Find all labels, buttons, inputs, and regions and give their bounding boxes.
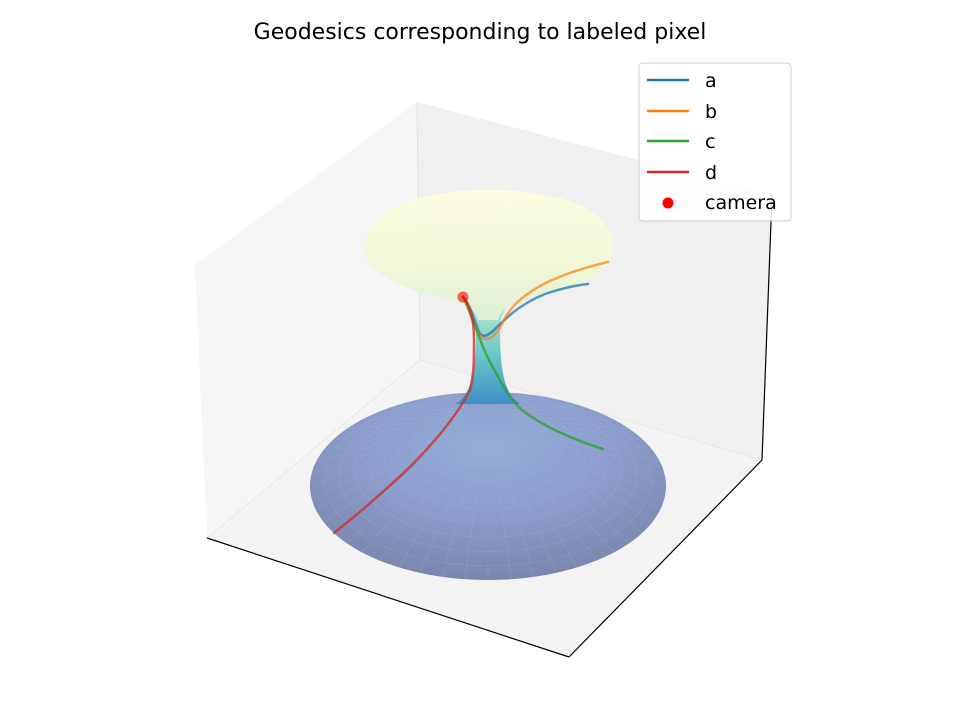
disk-mesh-radial — [513, 431, 643, 534]
legend-entry-a: a — [647, 70, 717, 92]
legend-entry-camera: camera — [662, 192, 777, 214]
disk-mesh-radial — [506, 411, 597, 417]
geodesic-a — [461, 282, 590, 337]
legend-entry-b: b — [647, 101, 717, 123]
legend-label-b: b — [705, 101, 717, 123]
legend-label-c: c — [705, 131, 715, 153]
legend-entry-d: d — [647, 162, 717, 184]
surface-top-funnel — [365, 190, 613, 320]
y-axis-line — [568, 459, 763, 658]
surface-throat — [455, 302, 521, 404]
surface-bottom-disk — [309, 392, 667, 580]
chart-title: Geodesics corresponding to labeled pixel — [254, 20, 707, 45]
disk-mesh-ring — [428, 409, 548, 467]
disk-mesh-radial — [441, 437, 481, 577]
disk-mesh-radial — [315, 428, 460, 511]
disk-mesh-radial — [333, 419, 463, 440]
disk-mesh-radial — [513, 419, 643, 440]
disk-mesh-radial — [491, 437, 512, 580]
disk-mesh-radial — [323, 430, 461, 523]
geodesic-d — [332, 295, 476, 535]
disk-mesh-radial — [516, 422, 661, 462]
legend-label-camera: camera — [705, 192, 777, 214]
disk-mesh-radial — [419, 398, 477, 416]
disk-mesh-radial — [346, 433, 465, 544]
disk-mesh-radial — [502, 404, 578, 416]
disk-mesh-radial — [517, 425, 667, 487]
disk-mesh-radial — [361, 434, 468, 553]
pane-edge-floor-left — [206, 359, 421, 539]
geodesic-c — [461, 295, 605, 451]
disk-mesh-radial — [517, 424, 665, 475]
z-axis-line — [761, 194, 773, 461]
disk-mesh-ring — [413, 407, 563, 481]
disk-mesh-radial — [515, 421, 653, 451]
disk-mesh-radial — [499, 398, 557, 416]
disk-mesh-radial — [517, 427, 665, 499]
disk-mesh-radial — [309, 425, 459, 487]
disk-mesh-radial — [398, 404, 474, 416]
disk-mesh-radial — [495, 437, 535, 577]
legend-label-a: a — [705, 70, 717, 92]
disk-mesh-radial — [516, 428, 661, 511]
camera-point — [457, 291, 469, 303]
disk-mesh-radial — [311, 427, 459, 499]
pane-left — [195, 102, 420, 538]
disk-mesh-radial — [515, 430, 653, 523]
disk-mesh-radial — [362, 417, 467, 420]
disk-mesh-radial — [419, 436, 477, 573]
disk-mesh-radial — [323, 421, 461, 451]
disk-mesh-radial — [315, 422, 460, 462]
legend-box — [638, 62, 792, 222]
disk-mesh-radial — [511, 418, 630, 430]
disk-mesh-radial — [499, 436, 557, 573]
disk-mesh-radial — [502, 436, 578, 568]
disk-mesh-radial — [398, 436, 474, 568]
legend-entry-c: c — [647, 131, 715, 153]
x-axis-line — [206, 537, 570, 658]
disk-mesh-radial — [511, 433, 630, 544]
disk-mesh-radial — [311, 424, 459, 475]
disk-mesh-radial — [346, 418, 465, 430]
disk-mesh-radial — [509, 417, 614, 420]
disk-mesh-radial — [379, 435, 470, 561]
disk-mesh-radial — [506, 435, 597, 561]
legend-label-d: d — [705, 162, 717, 184]
disk-mesh-radial — [508, 434, 615, 553]
legend-swatch-camera — [662, 197, 674, 209]
disk-mesh-ring — [398, 404, 578, 496]
disk-mesh-radial — [495, 394, 535, 415]
legend: a b c d camera — [638, 62, 792, 222]
disk-mesh-radial — [464, 437, 485, 580]
